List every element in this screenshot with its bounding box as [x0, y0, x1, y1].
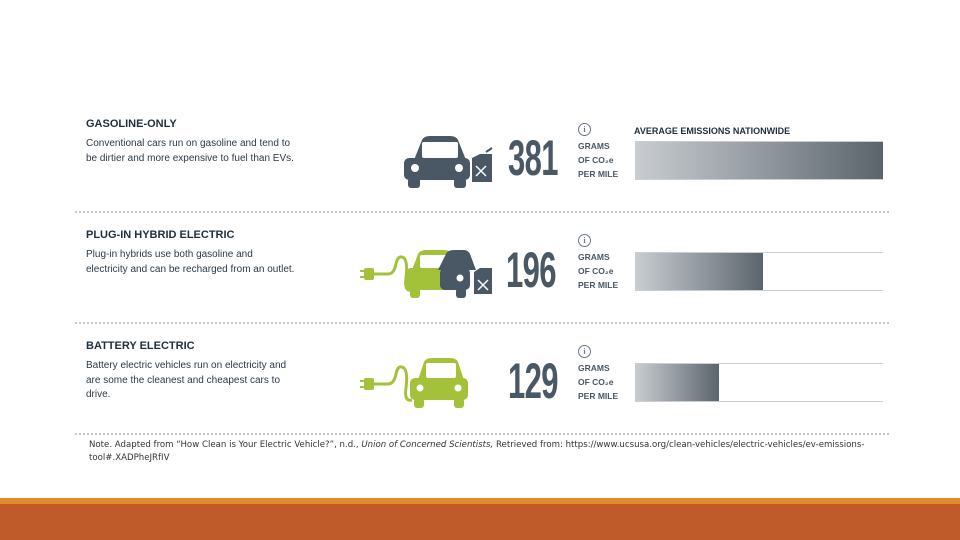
bev-bar — [635, 363, 883, 402]
divider — [75, 211, 889, 213]
bev-bar-fill — [635, 364, 719, 401]
note-suffix: Retrieved from: https://www.ucsusa.org/c… — [89, 440, 865, 463]
gasoline-title: GASOLINE-ONLY — [86, 118, 177, 130]
phev-title: PLUG-IN HYBRID ELECTRIC — [86, 229, 235, 241]
gasoline-description: Conventional cars run on gasoline and te… — [86, 138, 294, 164]
footer-bar — [0, 504, 960, 540]
divider — [75, 433, 889, 435]
footer-accent-line — [0, 498, 960, 504]
phev-car-icon — [360, 250, 492, 298]
fuel-can-icon — [472, 147, 493, 182]
phev-description: Plug-in hybrids use both gasoline and el… — [86, 249, 295, 275]
gasoline-bar-fill — [635, 142, 883, 179]
divider — [75, 322, 889, 324]
info-icon[interactable]: i — [578, 123, 591, 136]
plug-icon — [372, 365, 413, 402]
source-note: Note. Adapted from “How Clean is Your El… — [89, 439, 889, 465]
gasoline-unit: GRAMS OF CO₂e PER MILE — [578, 141, 619, 179]
header-label: AVERAGE EMISSIONS NATIONWIDE — [634, 126, 791, 136]
info-icon[interactable]: i — [578, 234, 591, 247]
info-icon[interactable]: i — [578, 345, 591, 358]
gasoline-bar — [635, 141, 883, 180]
gasoline-emissions-value: 381 — [508, 130, 558, 186]
bev-unit: GRAMS OF CO₂e PER MILE — [578, 363, 619, 401]
bev-description: Battery electric vehicles run on electri… — [86, 360, 287, 400]
bev-title: BATTERY ELECTRIC — [86, 340, 195, 352]
gasoline-car-icon — [404, 136, 493, 188]
fuel-can-icon — [474, 268, 492, 294]
note-source: Union of Concerned Scientists, — [361, 440, 494, 450]
bev-emissions-value: 129 — [508, 353, 558, 409]
phev-unit: GRAMS OF CO₂e PER MILE — [578, 252, 619, 290]
plug-icon — [372, 255, 413, 292]
bev-car-icon — [360, 358, 468, 408]
phev-bar-fill — [635, 253, 763, 290]
phev-bar — [635, 252, 883, 291]
phev-emissions-value: 196 — [506, 242, 556, 298]
note-prefix: Note. Adapted from “How Clean is Your El… — [89, 440, 362, 450]
